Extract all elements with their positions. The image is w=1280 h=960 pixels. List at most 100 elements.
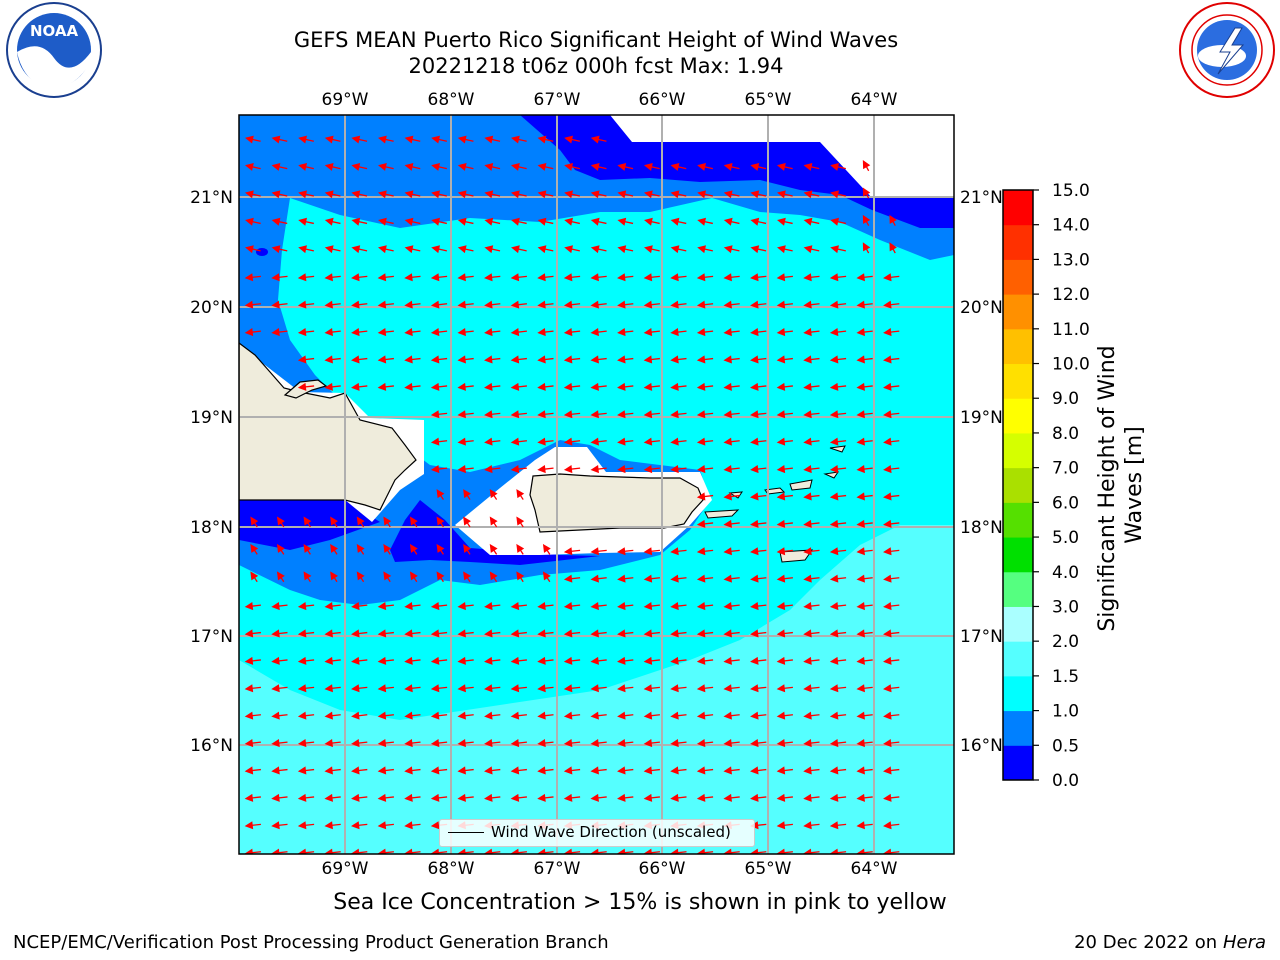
wave-direction-arrowhead — [590, 574, 599, 583]
wave-direction-arrowhead — [244, 602, 254, 611]
wave-direction-arrowhead — [537, 711, 546, 720]
wave-direction-arrowhead — [276, 543, 285, 553]
wave-direction-arrowhead — [484, 217, 494, 226]
wave-direction-arrowhead — [696, 465, 706, 474]
wave-direction-arrowhead — [803, 328, 812, 337]
wave-direction-arrowhead — [510, 848, 519, 854]
wave-direction-arrowhead — [803, 465, 812, 474]
wave-direction-arrowhead — [457, 793, 466, 802]
wave-direction-arrowhead — [723, 410, 732, 419]
wave-direction-arrowhead — [563, 602, 573, 611]
wave-direction-arrowhead — [803, 300, 812, 309]
wave-direction-arrowhead — [776, 410, 786, 419]
wave-direction-arrowhead — [889, 214, 897, 224]
wave-direction-arrowhead — [377, 656, 387, 665]
wave-direction-arrowhead — [883, 684, 892, 693]
wave-direction-arrowhead — [489, 489, 498, 499]
wave-direction-arrowhead — [511, 190, 520, 199]
wave-direction-arrowhead — [351, 328, 360, 337]
wave-direction-arrowhead — [776, 656, 786, 665]
wave-direction-arrowhead — [590, 273, 599, 282]
wave-direction-arrowhead — [670, 245, 680, 254]
wave-direction-arrowhead — [750, 437, 759, 446]
wave-direction-arrowhead — [436, 571, 445, 581]
wave-direction-arrowhead — [244, 739, 254, 748]
wave-direction-arrowhead — [431, 190, 440, 199]
wave-direction-arrowhead — [484, 245, 494, 254]
wave-direction-arrowhead — [484, 300, 493, 309]
lat-label-left: 19°N — [190, 408, 233, 428]
wave-direction-arrowhead — [563, 328, 573, 337]
wave-direction-arrowhead — [563, 355, 573, 364]
wave-direction-arrowhead — [297, 300, 307, 309]
wave-direction-arrowhead — [829, 273, 839, 282]
wave-direction-arrowhead — [351, 382, 360, 391]
wave-direction-arrowhead — [510, 656, 520, 665]
wave-direction-arrowhead — [484, 848, 493, 854]
wave-direction-arrowhead — [750, 273, 759, 282]
footer-machine: Hera — [1222, 932, 1266, 953]
wave-direction-arrowhead — [457, 190, 467, 199]
wave-direction-arrowhead — [696, 766, 706, 775]
wave-direction-arrowhead — [776, 382, 786, 391]
wave-direction-arrowhead — [271, 793, 280, 802]
wave-direction-arrowhead — [563, 739, 573, 748]
colorbar-tick-label: 0.5 — [1052, 736, 1079, 756]
wave-direction-arrowhead — [856, 519, 865, 528]
wave-direction-arrowhead — [484, 465, 493, 474]
wave-direction-arrowhead — [511, 245, 520, 254]
wave-direction-arrowhead — [404, 684, 413, 693]
wave-direction-arrowhead — [430, 739, 440, 748]
wave-direction-arrowhead — [244, 711, 254, 720]
wave-direction-arrowhead — [537, 629, 546, 638]
wave-direction-arrowhead — [643, 273, 653, 282]
wave-direction-arrowhead — [696, 711, 706, 720]
wave-direction-arrowhead — [776, 574, 786, 583]
wave-direction-arrowhead — [297, 273, 307, 282]
wave-direction-arrowhead — [378, 162, 387, 171]
footer-branch: NCEP/EMC/Verification Post Processing Pr… — [13, 932, 609, 953]
wave-direction-arrowhead — [750, 410, 759, 419]
wave-direction-arrowhead — [750, 766, 759, 775]
wave-direction-arrowhead — [776, 273, 786, 282]
wave-direction-arrowhead — [537, 793, 546, 802]
wave-direction-arrowhead — [803, 273, 812, 282]
wave-direction-arrowhead — [537, 684, 546, 693]
wave-direction-arrowhead — [883, 465, 892, 474]
wave-direction-arrowhead — [271, 848, 280, 854]
wave-direction-arrowhead — [537, 328, 546, 337]
wave-direction-arrowhead — [856, 437, 865, 446]
wave-direction-arrowhead — [409, 543, 418, 553]
wave-direction-arrowhead — [617, 602, 626, 611]
map-panel: 69°W 69°W 68°W 68°W 67°W 67°W 66°W 66°W 65°W 65°W… — [190, 90, 1003, 879]
wave-direction-arrowhead — [542, 543, 551, 553]
wave-direction-arrowhead — [351, 848, 360, 854]
wave-direction-arrowhead — [377, 602, 387, 611]
wave-direction-arrowhead — [351, 273, 360, 282]
wave-direction-arrowhead — [430, 766, 440, 775]
wave-direction-arrowhead — [723, 162, 733, 171]
wave-direction-arrowhead — [244, 766, 254, 775]
wave-direction-arrowhead — [670, 711, 679, 720]
wave-direction-arrowhead — [303, 543, 312, 553]
wave-direction-arrowhead — [563, 300, 573, 309]
wave-direction-arrowhead — [297, 629, 307, 638]
wave-direction-arrowhead — [643, 328, 653, 337]
wave-direction-arrowhead — [377, 766, 387, 775]
wave-direction-arrowhead — [484, 135, 494, 144]
wave-direction-arrowhead — [484, 355, 493, 364]
wave-direction-arrowhead — [856, 821, 865, 830]
wave-direction-arrowhead — [271, 656, 280, 665]
colorbar-tick-label: 6.0 — [1052, 493, 1079, 513]
wave-direction-arrowhead — [457, 300, 466, 309]
wave-direction-arrowhead — [617, 574, 626, 583]
wave-direction-arrowhead — [383, 571, 392, 581]
colorbar-label-line2: Waves [m] — [1122, 426, 1147, 543]
wave-direction-arrowhead — [324, 602, 333, 611]
wave-direction-arrowhead — [829, 793, 839, 802]
wave-direction-arrowhead — [829, 656, 839, 665]
wave-direction-arrowhead — [883, 656, 892, 665]
wave-direction-arrowhead — [297, 602, 307, 611]
wave-direction-arrowhead — [510, 739, 520, 748]
lat-label-right: 20°N — [960, 298, 1003, 318]
